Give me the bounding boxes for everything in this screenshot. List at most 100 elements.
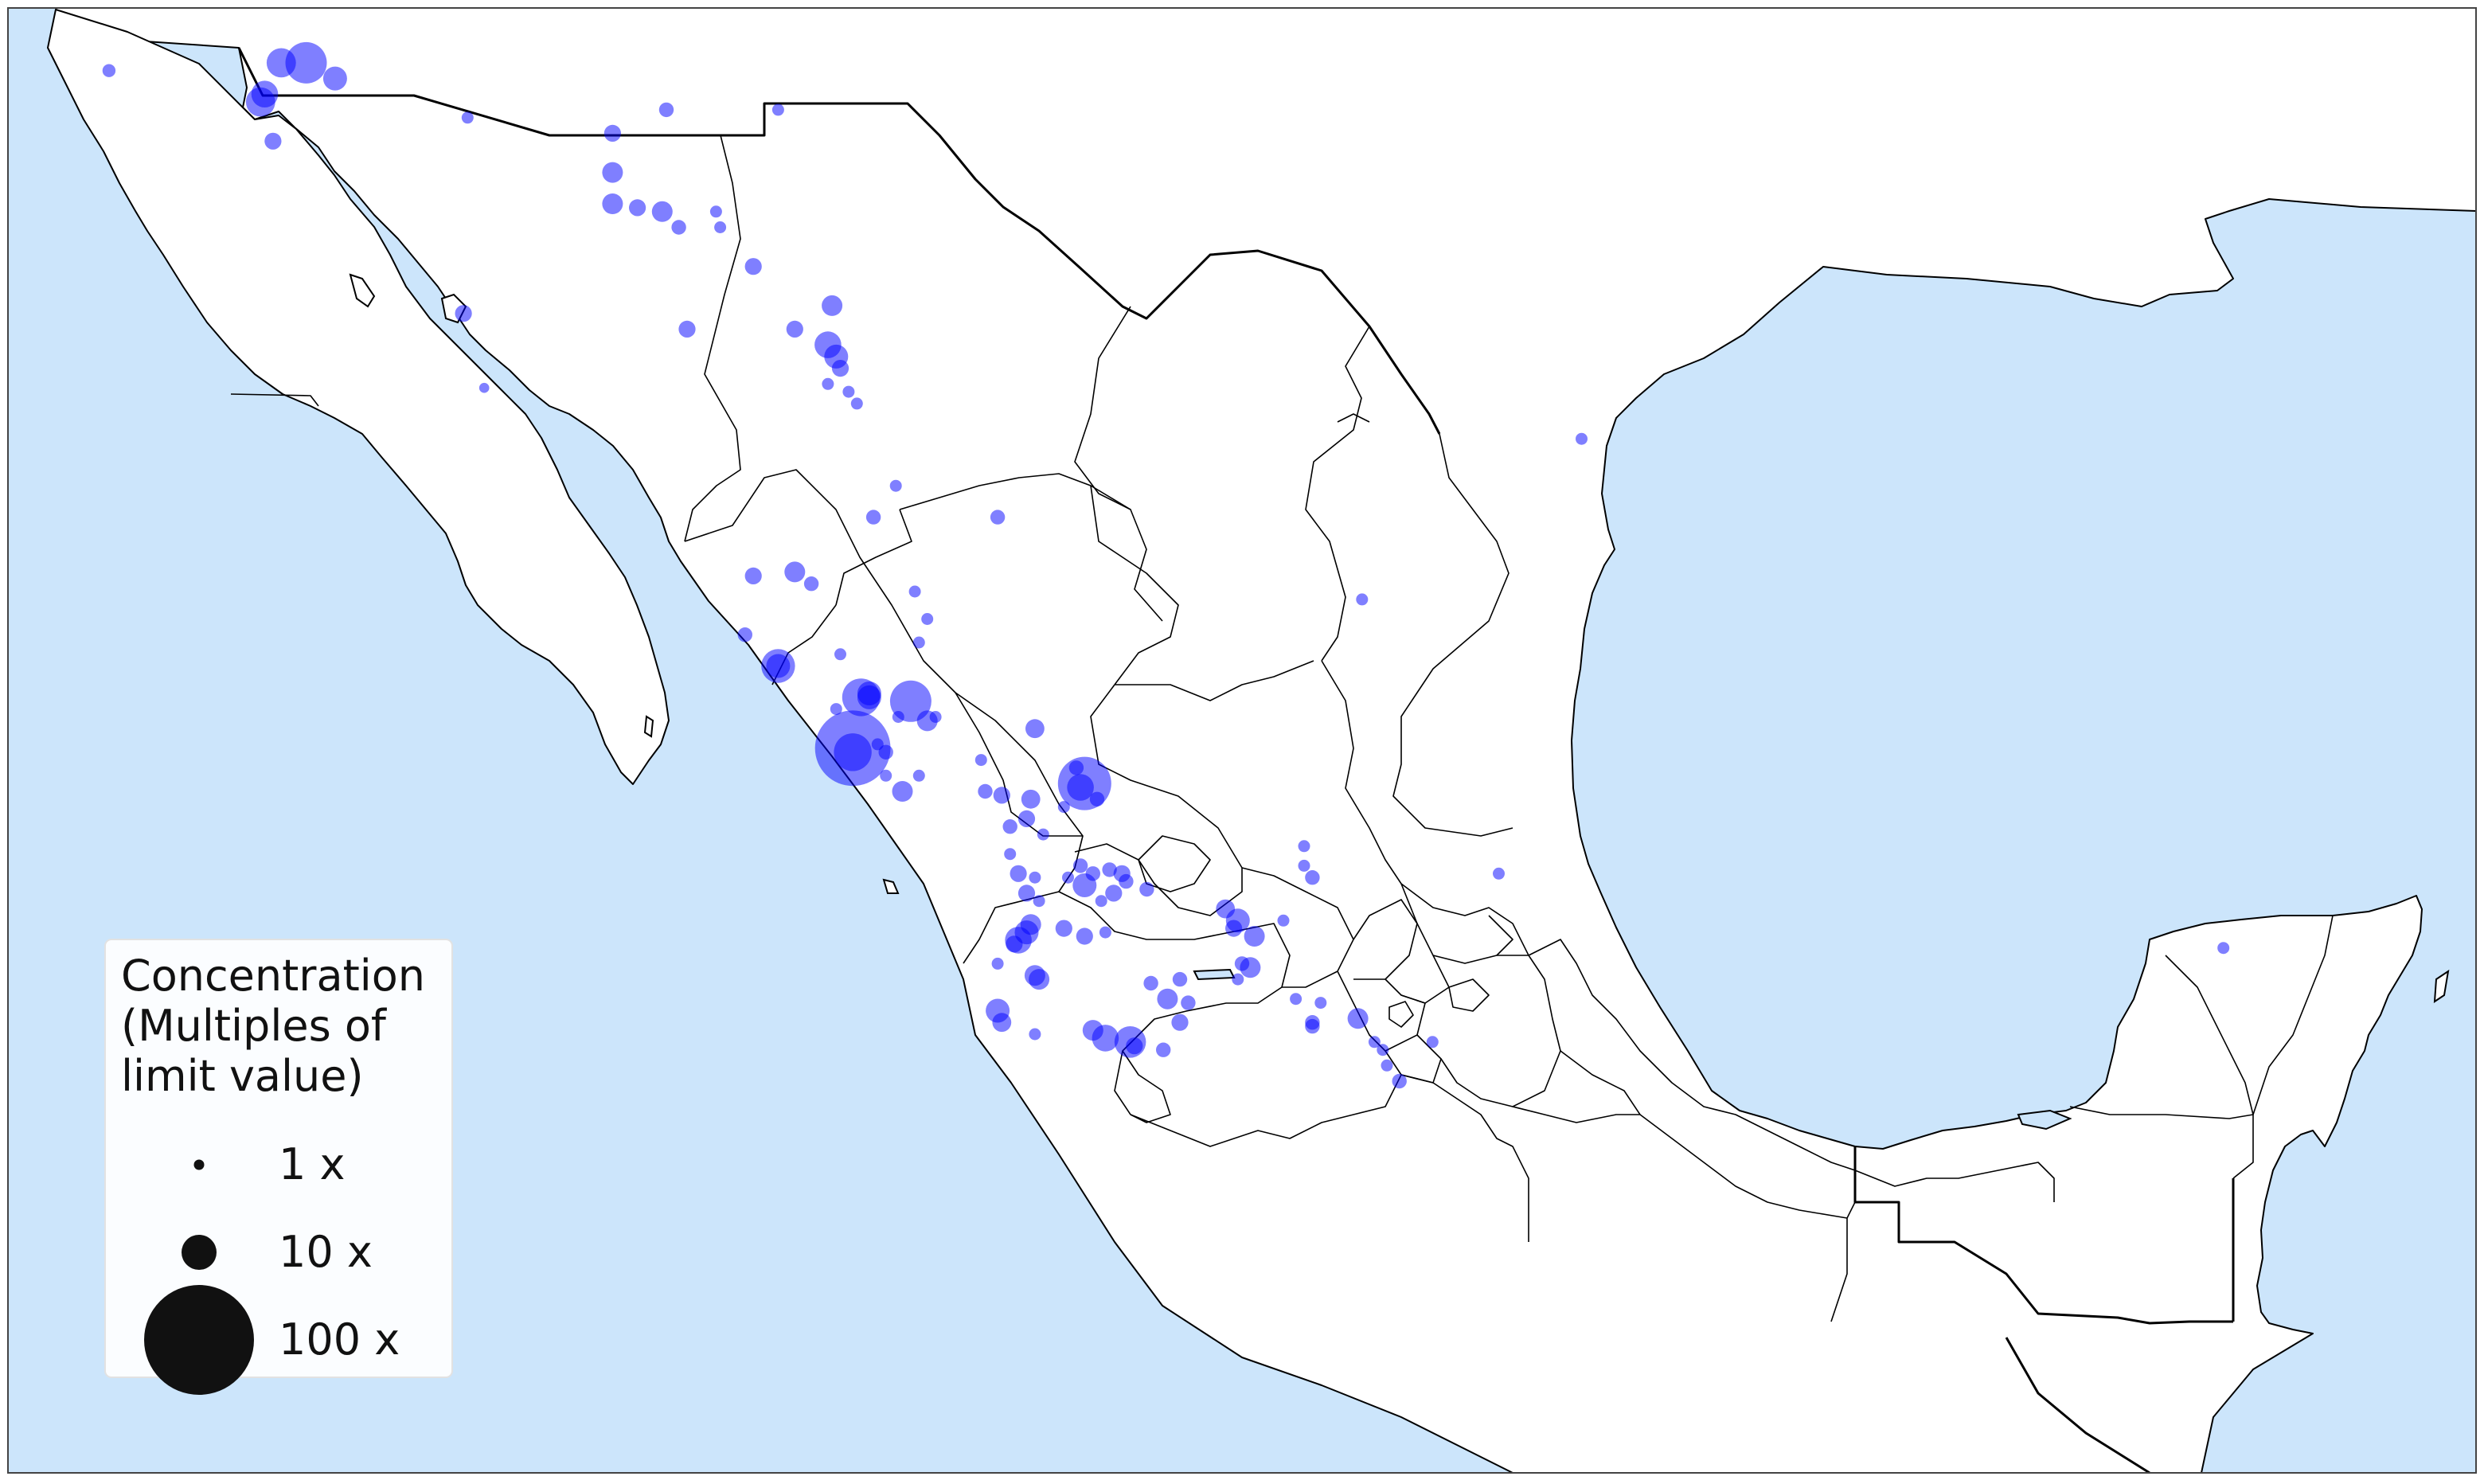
legend-marker-10x bbox=[182, 1235, 217, 1270]
concentration-marker bbox=[744, 258, 762, 275]
concentration-marker bbox=[1067, 774, 1094, 801]
legend-label-100x: 100 x bbox=[279, 1314, 400, 1365]
mainland-landmass bbox=[55, 7, 2477, 1474]
concentration-marker bbox=[1392, 1073, 1407, 1089]
concentration-marker bbox=[478, 382, 490, 393]
border-chiapas-tabasco bbox=[1854, 1162, 2055, 1202]
concentration-marker bbox=[1381, 1059, 1393, 1072]
cozumel bbox=[2433, 969, 2450, 1003]
concentration-marker bbox=[1029, 871, 1041, 884]
concentration-marker bbox=[1004, 848, 1017, 861]
concentration-marker bbox=[1119, 873, 1134, 889]
legend-title-line-3: limit value) bbox=[121, 1051, 364, 1101]
concentration-marker bbox=[1305, 1018, 1320, 1034]
concentration-marker bbox=[1172, 971, 1188, 987]
concentration-marker bbox=[1298, 840, 1310, 853]
concentration-marker bbox=[603, 124, 622, 142]
isla-angel-de-la-guarda bbox=[349, 273, 376, 308]
concentration-marker bbox=[912, 636, 925, 649]
concentration-marker bbox=[830, 703, 842, 716]
concentration-marker bbox=[744, 567, 762, 585]
concentration-marker bbox=[803, 576, 819, 592]
concentration-marker bbox=[786, 320, 803, 338]
concentration-marker bbox=[1017, 885, 1036, 902]
concentration-marker bbox=[1099, 926, 1111, 939]
border-veracruz bbox=[1528, 939, 1856, 1171]
concentration-marker bbox=[651, 201, 673, 222]
concentration-marker bbox=[766, 654, 791, 678]
concentration-marker bbox=[1002, 819, 1017, 834]
border-mexico-guatemala bbox=[1853, 1146, 2233, 1325]
concentration-marker bbox=[709, 205, 722, 218]
border-guerrero bbox=[1130, 1074, 1529, 1242]
concentration-marker bbox=[1426, 1036, 1439, 1049]
border-nuevo-leon-tamaulipas bbox=[1392, 433, 1513, 837]
concentration-marker bbox=[1072, 858, 1088, 873]
concentration-marker bbox=[714, 221, 727, 233]
isla-cerralvo bbox=[643, 715, 654, 738]
concentration-marker bbox=[602, 193, 623, 214]
concentration-marker bbox=[1356, 593, 1369, 606]
concentration-marker bbox=[671, 220, 686, 235]
concentration-marker bbox=[1102, 862, 1117, 877]
concentration-marker bbox=[822, 377, 834, 390]
concentration-marker bbox=[2217, 942, 2230, 955]
concentration-marker bbox=[784, 561, 806, 583]
concentration-markers bbox=[102, 41, 2230, 1089]
concentration-marker bbox=[929, 711, 942, 723]
lake-chapala bbox=[1193, 968, 1236, 981]
country-borders bbox=[237, 47, 2235, 1474]
concentration-marker bbox=[1105, 885, 1123, 902]
concentration-marker bbox=[892, 711, 904, 723]
concentration-marker bbox=[1368, 1036, 1381, 1049]
concentration-marker bbox=[771, 103, 784, 116]
border-tlaxcala bbox=[1448, 978, 1490, 1012]
border-guanajuato bbox=[1241, 867, 1354, 988]
concentration-marker bbox=[991, 957, 1004, 970]
concentration-marker bbox=[831, 360, 849, 377]
concentration-marker bbox=[1298, 859, 1310, 872]
border-yucatan-quintana-roo bbox=[2252, 915, 2334, 1115]
border-baja-bcs bbox=[230, 393, 319, 407]
concentration-marker bbox=[850, 397, 863, 410]
map-frame-border bbox=[7, 7, 2477, 1474]
concentration-marker bbox=[1085, 866, 1101, 881]
concentration-marker bbox=[1225, 920, 1243, 937]
concentration-marker bbox=[461, 111, 474, 124]
concentration-marker bbox=[1062, 871, 1074, 884]
border-durango-coahuila bbox=[1090, 485, 1179, 685]
concentration-marker bbox=[993, 787, 1010, 804]
concentration-marker bbox=[1576, 432, 1588, 445]
concentration-marker bbox=[1181, 995, 1196, 1010]
concentration-marker bbox=[1010, 865, 1027, 882]
concentration-marker bbox=[737, 627, 752, 642]
legend-marker-100x bbox=[144, 1285, 254, 1395]
border-puebla bbox=[1440, 955, 1561, 1107]
concentration-marker bbox=[1234, 956, 1250, 971]
concentration-marker bbox=[878, 744, 893, 760]
concentration-marker bbox=[602, 162, 623, 183]
concentration-marker bbox=[1068, 760, 1084, 775]
concentration-marker bbox=[1232, 973, 1244, 986]
concentration-marker bbox=[1006, 935, 1023, 953]
concentration-marker bbox=[1076, 928, 1093, 945]
legend-marker-1x bbox=[193, 1159, 205, 1170]
border-usa-mexico bbox=[237, 47, 1441, 435]
border-campeche-quintana-roo bbox=[2069, 1106, 2254, 1179]
concentration-marker bbox=[1156, 1042, 1171, 1057]
concentration-marker bbox=[912, 769, 925, 782]
concentration-marker bbox=[1244, 926, 1265, 947]
concentration-marker bbox=[1139, 881, 1154, 897]
concentration-marker bbox=[1017, 810, 1036, 827]
concentration-marker bbox=[1143, 975, 1158, 991]
border-sonora-chihuahua bbox=[684, 135, 741, 542]
map-details bbox=[349, 273, 2450, 1131]
concentration-marker bbox=[1095, 895, 1107, 908]
concentration-marker bbox=[1314, 997, 1327, 1010]
concentration-marker bbox=[245, 87, 275, 117]
border-guatemala-honduras bbox=[2005, 1337, 2150, 1474]
concentration-marker bbox=[102, 64, 116, 77]
concentration-marker bbox=[1377, 1044, 1389, 1056]
